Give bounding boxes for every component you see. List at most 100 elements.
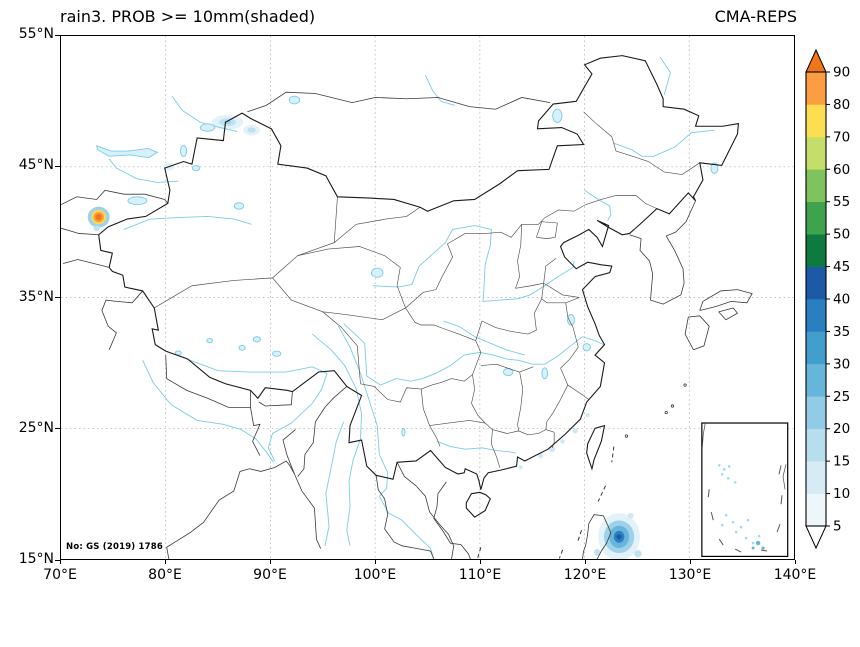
inset-precip-speck — [761, 546, 765, 550]
x-tick-label: 80°E — [148, 567, 182, 583]
colorbar-segment — [806, 266, 826, 300]
colorbar-segment — [806, 136, 826, 170]
y-tick-mark — [55, 559, 60, 561]
x-tick-mark — [584, 560, 586, 564]
valid-time-block: 2025121002(UTC) 2025121010(CST) — [651, 589, 797, 647]
rivers-lakes-layer — [95, 56, 719, 559]
china-border-layer — [98, 55, 740, 518]
precip-area-taiwan-strait-speck — [585, 413, 590, 418]
inset-island-dot — [746, 518, 750, 522]
map-plot-area: No: GS (2019) 1786 — [60, 35, 795, 560]
x-tick-mark — [794, 560, 796, 564]
south-china-sea-inset — [701, 422, 789, 558]
colorbar-tick-label: 80 — [833, 97, 850, 113]
inset-island-dot — [751, 541, 755, 545]
y-tick-mark — [55, 165, 60, 167]
inset-island-dot — [733, 480, 737, 484]
colorbar-under-arrow — [805, 525, 827, 550]
precip-area-pamir-west-xinjiang — [95, 213, 102, 221]
inset-precip-speck — [751, 546, 755, 550]
map-license-text: No: GS (2019) 1786 — [66, 542, 164, 552]
china-map-svg — [61, 36, 794, 559]
colorbar-segment — [806, 72, 826, 105]
precip-area-coast-speck-2 — [549, 446, 556, 453]
colorbar-tick-label: 30 — [833, 356, 850, 372]
x-tick-label: 110°E — [458, 567, 502, 583]
colorbar: 5 10 15 20 25 30 35 40 45 50 55 60 70 80 90 — [805, 48, 850, 550]
x-tick-label: 70°E — [43, 567, 77, 583]
precip-area-philippine-sea — [616, 534, 622, 540]
x-tick-label: 100°E — [353, 567, 397, 583]
inset-island-dot — [720, 523, 724, 527]
inset-island-dot — [720, 473, 724, 476]
x-tick-label: 140°E — [773, 567, 817, 583]
province-borders-layer — [154, 111, 700, 468]
inset-island-dot — [731, 520, 735, 524]
inset-island-dot — [717, 464, 721, 467]
x-tick-mark — [479, 560, 481, 564]
colorbar-tick-label: 45 — [833, 259, 850, 275]
colorbar-segment — [806, 428, 826, 462]
colorbar-tick-label: 50 — [833, 227, 850, 243]
colorbar-tick-label: 25 — [833, 389, 850, 405]
colorbar-segment — [806, 396, 826, 430]
precip-area-coast-speck-3 — [560, 438, 565, 444]
colorbar-segment — [806, 461, 826, 494]
valid-time-utc: 2025121002(UTC) — [651, 643, 797, 647]
colorbar-tick-label: 5 — [833, 519, 842, 535]
colorbar-tick-label: 15 — [833, 454, 850, 470]
colorbar-segment — [806, 169, 826, 203]
x-tick-mark — [59, 560, 61, 564]
precip-area-altay-east — [247, 127, 256, 133]
precip-area-coast-speck-5 — [518, 465, 523, 470]
x-tick-mark — [689, 560, 691, 564]
y-tick-mark — [55, 297, 60, 298]
colorbar-tick-label: 90 — [833, 65, 850, 81]
colorbar-segment — [806, 299, 826, 332]
x-tick-mark — [269, 560, 271, 564]
colorbar-tick-label: 55 — [833, 194, 850, 210]
colorbar-tick-label: 60 — [833, 162, 850, 178]
precip-area-luzon-northeast-speck — [627, 512, 634, 519]
dashed-sea-boundary — [477, 446, 615, 559]
colorbar-over-arrow — [805, 48, 827, 73]
inset-island-dot — [744, 536, 748, 540]
y-tick-label: 45°N — [18, 157, 54, 174]
x-tick-label: 120°E — [563, 567, 607, 583]
plot-title: rain3. PROB >= 10mm(shaded) — [60, 7, 316, 26]
colorbar-tick-label: 40 — [833, 292, 850, 308]
y-tick-label: 15°N — [18, 551, 54, 567]
x-tick-label: 130°E — [668, 567, 712, 583]
precip-area-philippine-sea-east-speck — [634, 550, 642, 558]
colorbar-segment — [806, 234, 826, 267]
colorbar-tick-label: 70 — [833, 129, 850, 145]
inset-island-dot — [739, 525, 743, 529]
colorbar-tick-label: 10 — [833, 486, 850, 502]
inset-precip-speck — [755, 540, 761, 546]
y-tick-mark — [55, 34, 60, 36]
init-time-block: 2025120806 + 044h 2025120814 + 044h — [64, 589, 240, 647]
precip-area-pamir-south-speck — [93, 225, 100, 232]
colorbar-segment — [806, 331, 826, 365]
model-name-label: CMA-REPS — [714, 7, 797, 26]
inset-island-dot — [734, 530, 738, 534]
precip-area-coast-speck-1 — [537, 453, 544, 459]
init-time-line-1: 2025120806 + 044h — [64, 643, 240, 647]
map-gridlines — [61, 36, 794, 559]
precip-area-coast-speck-4 — [572, 428, 578, 434]
inset-island-dot — [722, 468, 726, 471]
inset-island-dot — [724, 513, 728, 517]
x-tick-label: 90°E — [253, 567, 287, 583]
y-tick-label: 25°N — [18, 419, 54, 436]
colorbar-segment — [806, 363, 826, 397]
inset-island-dot — [727, 465, 731, 468]
y-tick-label: 55°N — [18, 26, 54, 42]
x-tick-mark — [164, 560, 166, 564]
colorbar-tick-label: 35 — [833, 324, 850, 340]
inset-island-dot — [757, 534, 761, 538]
colorbar-segment — [806, 104, 826, 138]
colorbar-tick-label: 20 — [833, 421, 850, 437]
colorbar-segment — [806, 493, 826, 527]
colorbar-segment — [806, 201, 826, 235]
